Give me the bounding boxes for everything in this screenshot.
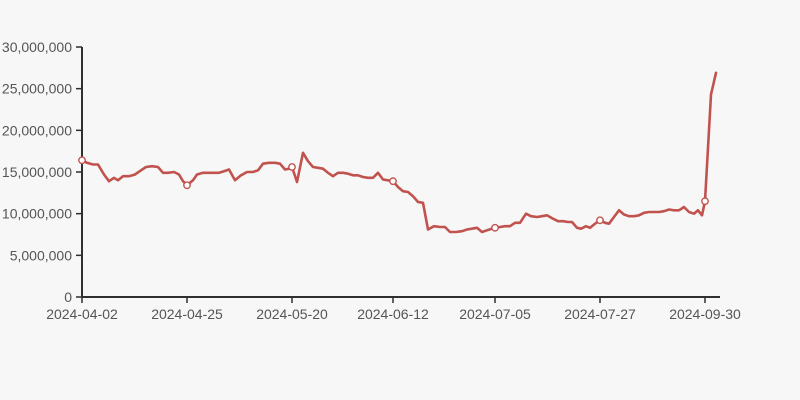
- x-tick-label: 2024-07-27: [564, 306, 636, 322]
- data-point-marker: [596, 216, 604, 225]
- y-tick-label: 0: [64, 289, 72, 305]
- series-line: [80, 71, 718, 234]
- x-tick-label: 2024-07-05: [459, 306, 531, 322]
- data-point-marker: [288, 163, 296, 171]
- data-point-marker: [183, 181, 191, 190]
- y-tick-label: 5,000,000: [10, 247, 72, 263]
- y-tick-label: 25,000,000: [2, 81, 72, 97]
- y-tick-label: 10,000,000: [2, 206, 72, 222]
- y-tick-label: 15,000,000: [2, 164, 72, 180]
- x-tick-label: 2024-09-30: [669, 306, 741, 322]
- x-tick-label: 2024-06-12: [357, 306, 429, 322]
- y-tick-label: 20,000,000: [2, 122, 72, 138]
- data-point-marker: [389, 177, 397, 186]
- data-point-marker: [701, 197, 709, 206]
- x-tick-label: 2024-04-02: [46, 306, 118, 322]
- x-tick-label: 2024-05-20: [256, 306, 328, 322]
- data-point-marker: [78, 156, 86, 165]
- x-tick-label: 2024-04-25: [151, 306, 223, 322]
- data-point-marker: [491, 223, 499, 232]
- y-tick-label: 30,000,000: [2, 39, 72, 55]
